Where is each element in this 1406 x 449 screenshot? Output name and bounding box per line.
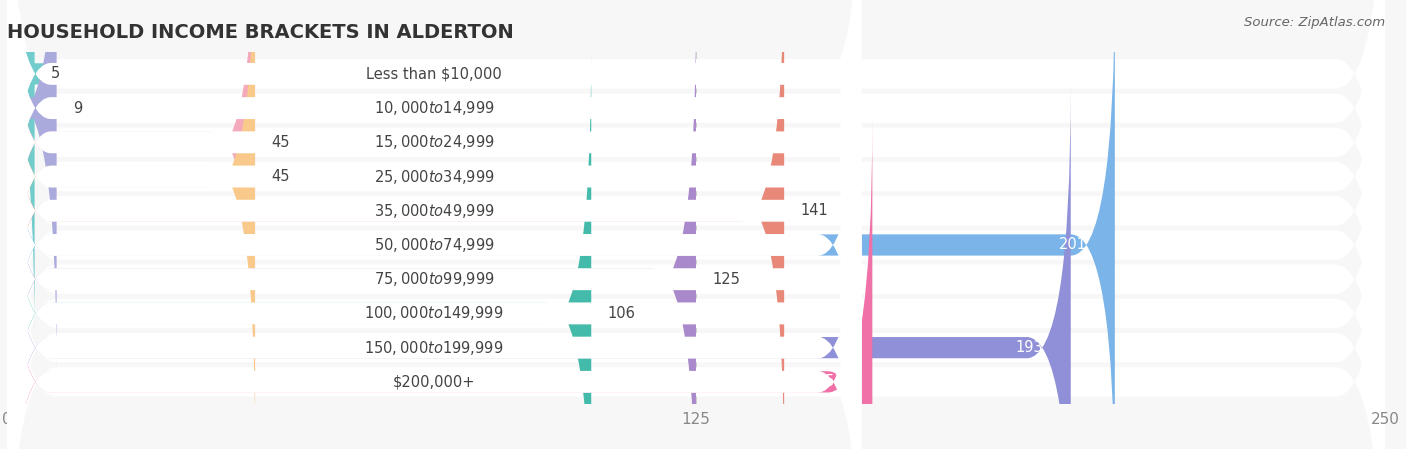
- Text: Less than $10,000: Less than $10,000: [367, 66, 502, 81]
- FancyBboxPatch shape: [7, 0, 862, 371]
- FancyBboxPatch shape: [7, 88, 1385, 449]
- FancyBboxPatch shape: [7, 0, 1385, 401]
- FancyBboxPatch shape: [7, 0, 1385, 367]
- Text: 125: 125: [713, 272, 741, 287]
- FancyBboxPatch shape: [7, 85, 862, 449]
- Text: $15,000 to $24,999: $15,000 to $24,999: [374, 133, 495, 151]
- Text: 106: 106: [607, 306, 636, 321]
- FancyBboxPatch shape: [7, 0, 1385, 449]
- FancyBboxPatch shape: [7, 16, 862, 449]
- FancyBboxPatch shape: [7, 0, 1385, 449]
- FancyBboxPatch shape: [7, 119, 872, 449]
- FancyBboxPatch shape: [7, 0, 785, 449]
- FancyBboxPatch shape: [7, 0, 862, 449]
- FancyBboxPatch shape: [7, 0, 1115, 449]
- FancyBboxPatch shape: [7, 20, 1385, 449]
- Text: $25,000 to $34,999: $25,000 to $34,999: [374, 167, 495, 185]
- FancyBboxPatch shape: [0, 0, 51, 337]
- Text: 157: 157: [817, 374, 845, 389]
- FancyBboxPatch shape: [7, 0, 254, 440]
- Text: HOUSEHOLD INCOME BRACKETS IN ALDERTON: HOUSEHOLD INCOME BRACKETS IN ALDERTON: [7, 23, 513, 42]
- FancyBboxPatch shape: [7, 0, 862, 439]
- FancyBboxPatch shape: [7, 0, 1385, 436]
- Text: 141: 141: [800, 203, 828, 218]
- Text: 45: 45: [271, 135, 290, 150]
- FancyBboxPatch shape: [7, 0, 862, 405]
- FancyBboxPatch shape: [7, 0, 254, 405]
- FancyBboxPatch shape: [7, 0, 1385, 449]
- FancyBboxPatch shape: [7, 54, 1385, 449]
- FancyBboxPatch shape: [7, 50, 592, 449]
- FancyBboxPatch shape: [7, 51, 862, 449]
- Text: $75,000 to $99,999: $75,000 to $99,999: [374, 270, 495, 288]
- Text: 193: 193: [1015, 340, 1043, 355]
- FancyBboxPatch shape: [7, 119, 862, 449]
- FancyBboxPatch shape: [7, 0, 1385, 449]
- Text: 5: 5: [51, 66, 60, 81]
- Text: Source: ZipAtlas.com: Source: ZipAtlas.com: [1244, 16, 1385, 29]
- FancyBboxPatch shape: [7, 84, 1071, 449]
- Text: $35,000 to $49,999: $35,000 to $49,999: [374, 202, 495, 220]
- Text: $150,000 to $199,999: $150,000 to $199,999: [364, 339, 503, 357]
- Text: $200,000+: $200,000+: [394, 374, 475, 389]
- Text: $50,000 to $74,999: $50,000 to $74,999: [374, 236, 495, 254]
- FancyBboxPatch shape: [7, 0, 56, 371]
- FancyBboxPatch shape: [7, 16, 696, 449]
- FancyBboxPatch shape: [7, 0, 862, 337]
- Text: 201: 201: [1059, 238, 1087, 252]
- Text: 45: 45: [271, 169, 290, 184]
- Text: $100,000 to $149,999: $100,000 to $149,999: [364, 304, 503, 322]
- Text: 9: 9: [73, 101, 83, 115]
- FancyBboxPatch shape: [7, 0, 862, 449]
- Text: $10,000 to $14,999: $10,000 to $14,999: [374, 99, 495, 117]
